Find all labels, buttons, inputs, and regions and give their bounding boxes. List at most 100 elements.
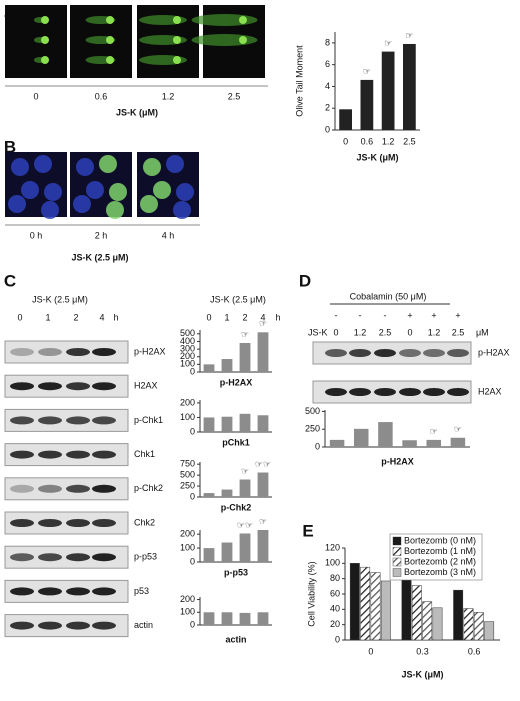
nucleus <box>153 181 171 199</box>
comet-head <box>41 16 49 24</box>
treatment-label: JS-K (2.5 μM) <box>210 294 266 304</box>
comet-head <box>106 56 114 64</box>
bar <box>239 612 251 625</box>
y-tick-label: 4 <box>325 81 330 91</box>
y-tick-label: 100 <box>180 412 195 422</box>
nucleus <box>143 158 161 176</box>
blot-band <box>38 348 62 356</box>
bar <box>484 621 495 641</box>
time-label: 0 <box>17 312 22 322</box>
y-tick-label: 0 <box>190 426 195 436</box>
nucleus <box>106 201 124 219</box>
y-tick-label: 300 <box>180 343 195 353</box>
x-axis-label: p-p53 <box>224 567 248 577</box>
blot-label: actin <box>134 620 153 630</box>
significance-label: ☞ <box>454 424 462 434</box>
sign-label: + <box>431 310 436 320</box>
nucleus <box>176 183 194 201</box>
nucleus <box>34 155 52 173</box>
x-tick-label: 0 <box>343 136 348 146</box>
bar <box>422 601 433 641</box>
blot-label: H2AX <box>478 386 502 396</box>
unit-label: h <box>113 312 118 322</box>
sign-label: + <box>455 310 460 320</box>
image-label: 4 h <box>162 230 175 240</box>
bar <box>380 580 391 641</box>
x-tick-label: 0.3 <box>416 646 429 656</box>
sign-label: - <box>335 310 338 320</box>
y-tick-label: 80 <box>330 573 340 583</box>
blot-band <box>38 382 62 391</box>
blot-band <box>423 349 445 357</box>
panel-label: D <box>299 271 311 290</box>
treatment-label: JS-K <box>308 327 328 337</box>
blot-band <box>92 587 116 596</box>
x-axis-label: p-Chk2 <box>221 502 252 512</box>
treatment-label: Cobalamin (50 μM) <box>350 291 427 301</box>
x-tick-label: 0.6 <box>361 136 374 146</box>
nucleus <box>76 158 94 176</box>
blot-label: p-p53 <box>134 552 157 562</box>
image-label: 0 <box>33 91 38 101</box>
significance-label: ☞ <box>259 516 267 526</box>
blot-label: p-Chk2 <box>134 483 163 493</box>
comet-head <box>239 36 247 44</box>
blot-band <box>10 416 34 425</box>
legend-label: Bortezomb (1 nM) <box>404 546 476 556</box>
y-tick-label: 2 <box>325 103 330 113</box>
significance-label: ☞☞ <box>255 459 271 469</box>
blot-band <box>10 621 34 630</box>
panel-label: C <box>4 271 16 290</box>
blot-band <box>399 349 421 357</box>
dose-label: 0 <box>407 327 412 337</box>
blot-band <box>92 348 116 356</box>
nucleus <box>140 195 158 213</box>
treatment-label: JS-K (2.5 μM) <box>32 294 88 304</box>
bar <box>381 51 395 130</box>
comet-head <box>173 36 181 44</box>
blot-band <box>423 388 445 396</box>
image-label: 0 h <box>30 230 43 240</box>
axis-label: JS-K (μM) <box>116 107 158 117</box>
unit-label: h <box>275 312 280 322</box>
comet-head <box>41 56 49 64</box>
nucleus <box>173 201 191 219</box>
blot-band <box>38 519 62 527</box>
blot-band <box>92 484 116 493</box>
time-label: 4 <box>99 312 104 322</box>
comet-tail <box>191 14 258 26</box>
blot-band <box>38 450 62 459</box>
blot-band <box>92 621 116 630</box>
dose-label: 1.2 <box>354 327 367 337</box>
x-axis-label: pChk1 <box>222 437 250 447</box>
y-tick-label: 6 <box>325 59 330 69</box>
y-tick-label: 0 <box>325 124 330 134</box>
x-tick-label: 0 <box>368 646 373 656</box>
x-tick-label: 2.5 <box>403 136 416 146</box>
bar <box>239 533 251 562</box>
blot-band <box>66 484 90 493</box>
significance-label: ☞ <box>384 38 392 48</box>
y-tick-label: 500 <box>305 406 320 416</box>
blot-label: Chk1 <box>134 449 155 459</box>
blot-band <box>10 348 34 356</box>
bar <box>239 342 251 372</box>
y-tick-label: 200 <box>180 397 195 407</box>
comet-head <box>106 16 114 24</box>
sign-label: + <box>407 310 412 320</box>
bar <box>203 364 215 372</box>
bar <box>339 109 352 130</box>
legend-swatch <box>392 557 402 567</box>
blot-label: p53 <box>134 586 149 596</box>
bar <box>402 440 417 447</box>
bar <box>432 607 443 641</box>
nucleus <box>41 201 59 219</box>
blot-band <box>38 587 62 596</box>
image-label: 2 h <box>95 230 108 240</box>
comet-head <box>41 36 49 44</box>
blot-band <box>38 553 62 562</box>
y-tick-label: 20 <box>330 619 340 629</box>
x-axis-label: p-H2AX <box>220 377 253 387</box>
legend-label: Bortezomb (0 nM) <box>404 535 476 545</box>
nucleus <box>166 155 184 173</box>
